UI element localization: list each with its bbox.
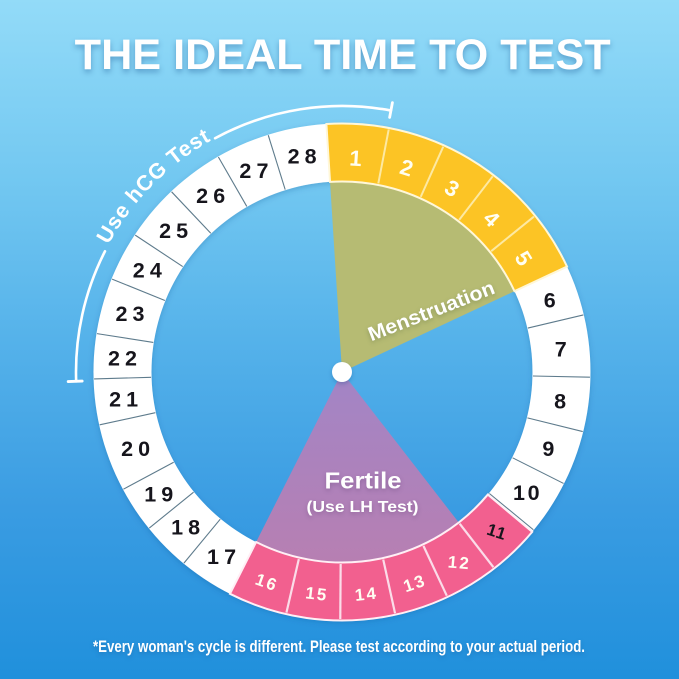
svg-text:11: 11 <box>484 520 508 544</box>
svg-text:14: 14 <box>354 584 377 605</box>
svg-text:*Every woman's cycle is differ: *Every woman's cycle is different. Pleas… <box>93 637 585 656</box>
svg-text:Fertile: Fertile <box>325 468 402 494</box>
svg-text:6: 6 <box>544 288 556 312</box>
svg-text:8: 8 <box>554 390 566 414</box>
svg-text:9: 9 <box>542 437 554 461</box>
svg-text:THE IDEAL TIME TO TEST: THE IDEAL TIME TO TEST <box>75 31 611 79</box>
svg-text:(Use LH Test): (Use LH Test) <box>307 499 419 516</box>
svg-text:1: 1 <box>349 145 363 171</box>
svg-text:7: 7 <box>555 338 567 362</box>
